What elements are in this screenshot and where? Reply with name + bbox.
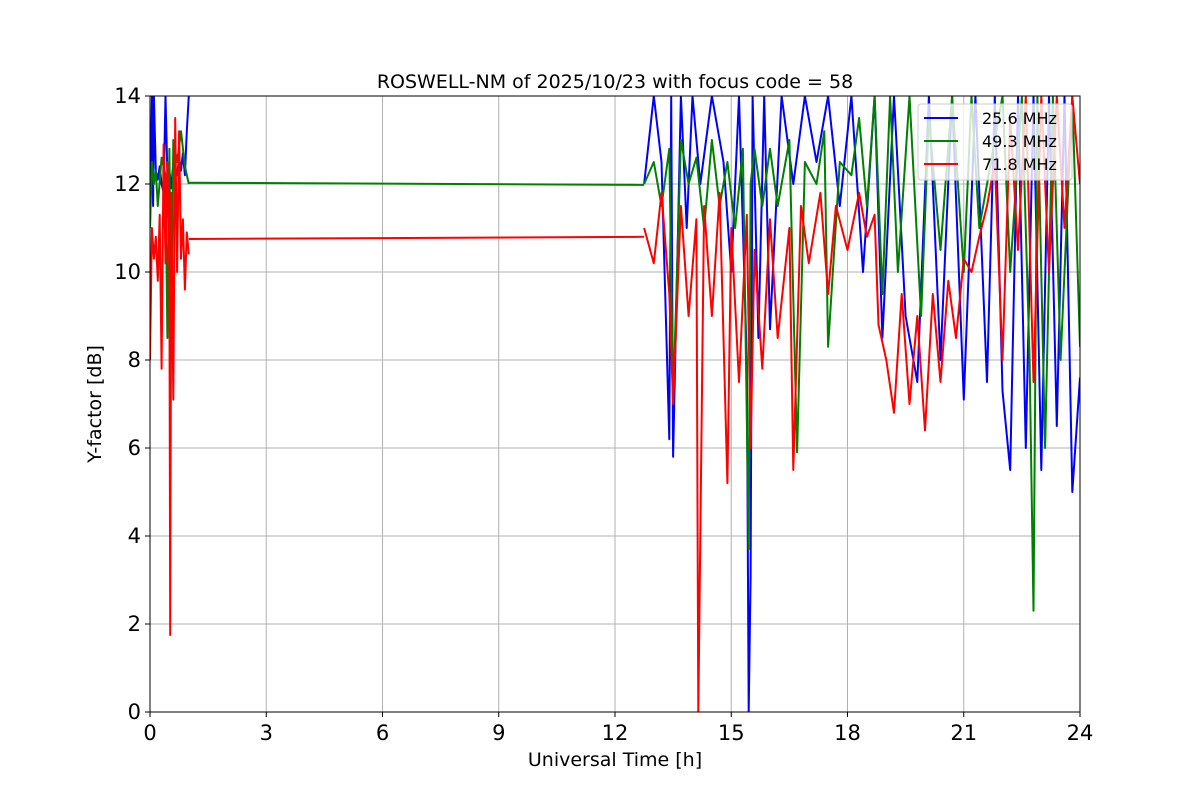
series-lines — [150, 96, 1080, 712]
y-tick-label: 4 — [128, 524, 141, 548]
y-tick-label: 14 — [114, 84, 141, 108]
series-line-71-8-mhz-segment-1 — [188, 235, 645, 240]
y-tick-label: 2 — [128, 612, 141, 636]
legend-box — [917, 103, 1073, 181]
x-tick-label: 12 — [602, 721, 629, 745]
x-tick-label: 9 — [492, 721, 505, 745]
x-tick-label: 6 — [376, 721, 389, 745]
y-tick-label: 8 — [128, 348, 141, 372]
chart-title: ROSWELL-NM of 2025/10/23 with focus code… — [377, 71, 853, 93]
x-axis-label: Universal Time [h] — [528, 749, 702, 771]
x-tick-label: 21 — [950, 721, 977, 745]
legend-label-71-8-mhz: 71.8 MHz — [982, 155, 1057, 174]
series-line-49-3-mhz-segment-1 — [188, 181, 645, 186]
series-line-25-6-mhz-segment-1 — [643, 96, 1080, 712]
legend-label-25-6-mhz: 25.6 MHz — [982, 109, 1057, 128]
x-tick-label: 3 — [260, 721, 273, 745]
y-tick-label: 10 — [114, 260, 141, 284]
legend: 25.6 MHz 49.3 MHz 71.8 MHz — [917, 103, 1073, 181]
y-tick-label: 6 — [128, 436, 141, 460]
y-tick-label: 12 — [114, 172, 141, 196]
x-tick-label: 24 — [1067, 721, 1094, 745]
series-line-71-8-mhz-segment-0 — [150, 117, 190, 636]
series-line-71-8-mhz-segment-2 — [643, 96, 1080, 712]
legend-label-49-3-mhz: 49.3 MHz — [982, 132, 1057, 151]
x-tick-label: 15 — [718, 721, 745, 745]
y-tick-label: 0 — [128, 700, 141, 724]
series-line-49-3-mhz-segment-2 — [643, 96, 1080, 612]
y-axis-label: Y-factor [dB] — [84, 345, 106, 464]
x-tick-label: 18 — [834, 721, 861, 745]
x-tick-label: 0 — [143, 721, 156, 745]
